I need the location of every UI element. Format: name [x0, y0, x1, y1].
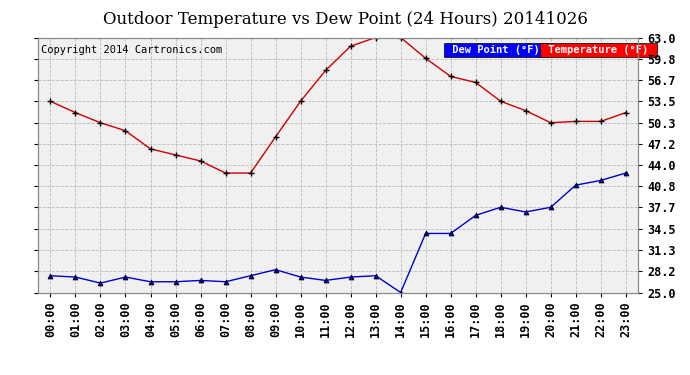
- Text: Outdoor Temperature vs Dew Point (24 Hours) 20141026: Outdoor Temperature vs Dew Point (24 Hou…: [103, 11, 587, 28]
- Text: Dew Point (°F): Dew Point (°F): [446, 45, 546, 55]
- Text: Copyright 2014 Cartronics.com: Copyright 2014 Cartronics.com: [41, 45, 222, 55]
- Text: Temperature (°F): Temperature (°F): [542, 45, 655, 55]
